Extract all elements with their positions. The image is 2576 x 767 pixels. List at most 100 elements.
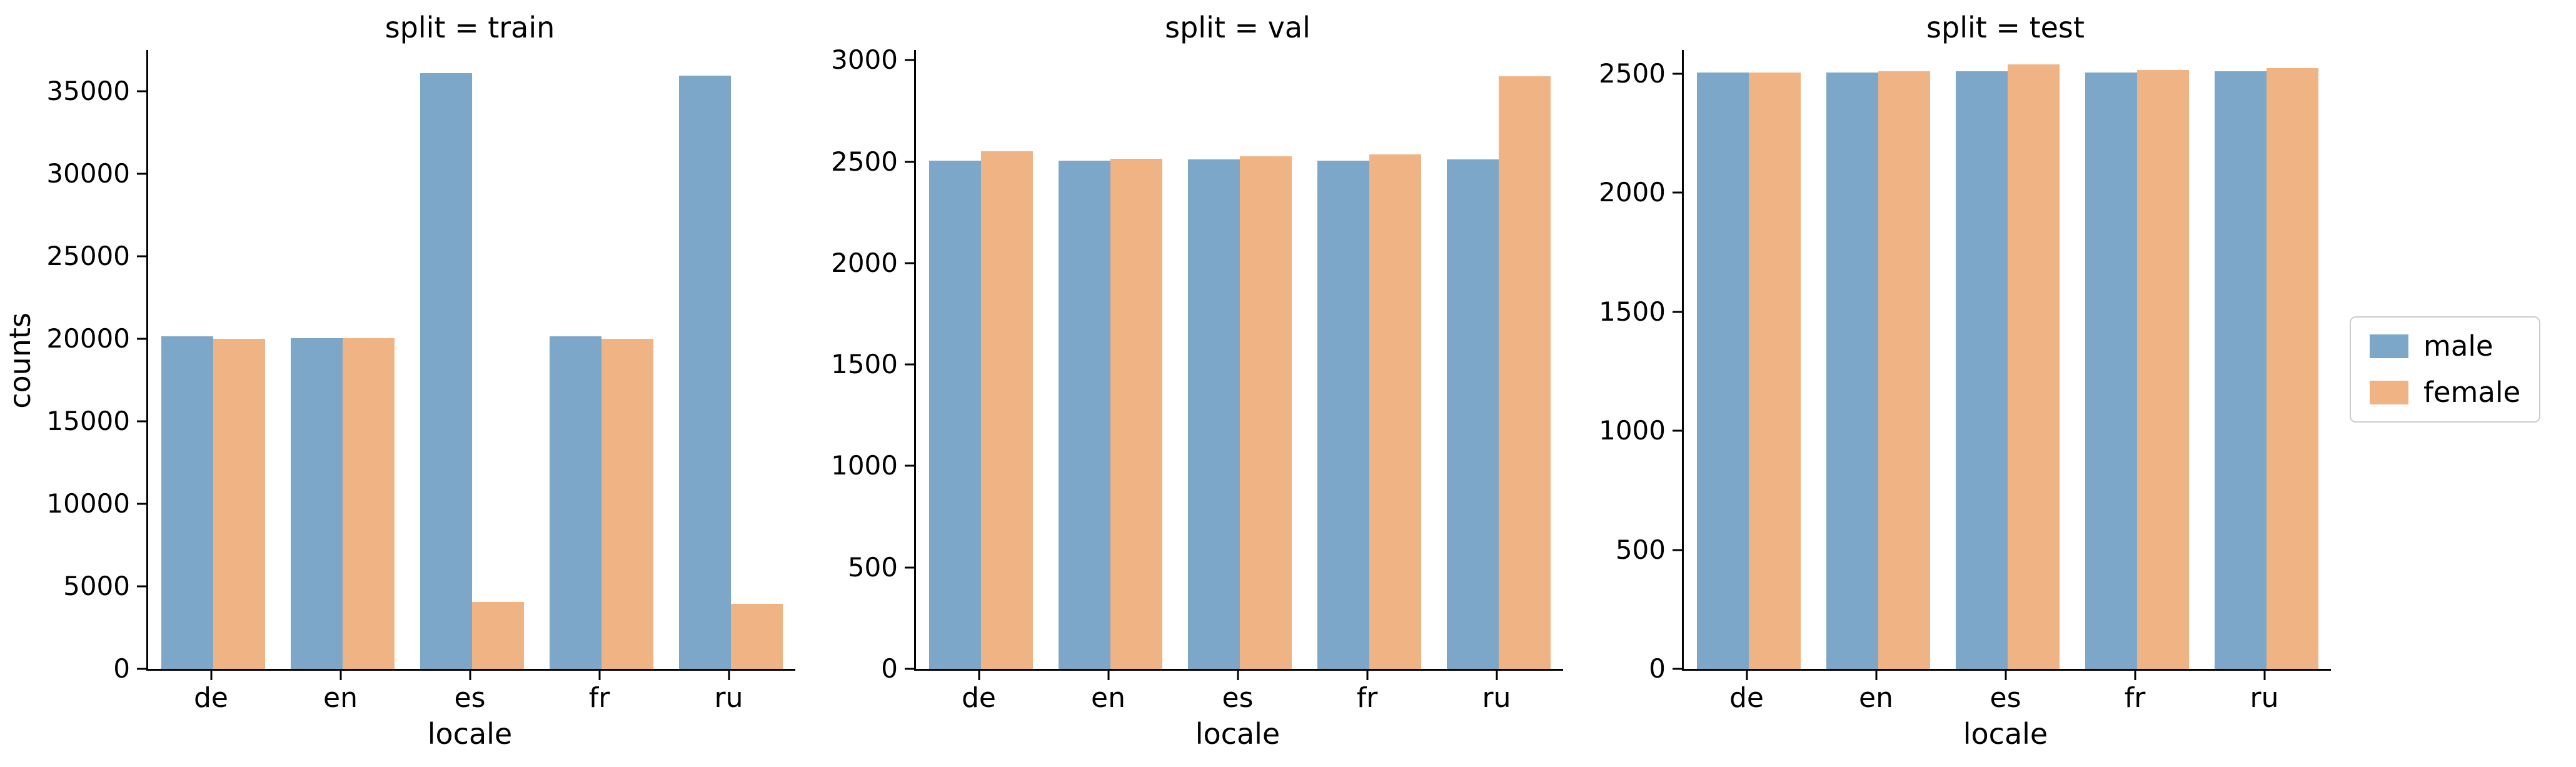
x-tick-label: de [194, 682, 228, 714]
plot-area-train [146, 50, 795, 671]
title-spacer [0, 9, 146, 50]
y-tick-mark [137, 338, 146, 340]
y-tick-label: 2000 [831, 247, 898, 278]
bar-group-ru [2201, 50, 2331, 669]
bar-male-fr [549, 336, 601, 669]
title-spacer [1576, 9, 1682, 50]
bar-male-ru [1446, 159, 1499, 669]
xlabel-spacer [0, 713, 146, 751]
x-tick-label: fr [2124, 682, 2146, 714]
x-tick-mark [728, 671, 730, 680]
bar-group-ru [1434, 50, 1563, 669]
legend-label-male: male [2423, 329, 2493, 363]
x-tick-es: es [405, 671, 535, 713]
x-tick-es: es [1173, 671, 1302, 713]
bar-group-fr [2072, 50, 2201, 669]
legend-swatch-male [2370, 334, 2408, 358]
bar-female-fr [1369, 154, 1421, 669]
x-tick-de: de [914, 671, 1044, 713]
bar-group-en [1045, 50, 1175, 669]
bar-group-en [1813, 50, 1943, 669]
y-tick-mark [905, 161, 914, 163]
x-tick-mark [1746, 671, 1748, 680]
x-tick-label: fr [1356, 682, 1378, 714]
y-tick-label: 3000 [831, 44, 898, 76]
bar-female-en [1878, 71, 1930, 669]
x-tick-mark [598, 671, 600, 680]
y-tick-label: 2500 [1599, 58, 1666, 89]
y-tick-label: 500 [1615, 534, 1666, 565]
bar-male-ru [2214, 71, 2267, 669]
legend-item-female: female [2370, 378, 2520, 408]
y-tick-label: 2500 [831, 146, 898, 177]
bar-male-de [1696, 73, 1749, 669]
bar-male-en [1826, 73, 1878, 669]
x-tick-label: en [1091, 682, 1125, 714]
y-tick-mark [905, 262, 914, 264]
panel-split-val: split = val 0 500 1000 1500 2000 2500 3000 de e… [808, 9, 1563, 751]
y-axis-train: 0 5000 10000 15000 20000 25000 30000 35000 [40, 50, 146, 682]
y-axis-val: 0 500 1000 1500 2000 2500 3000 [808, 44, 914, 682]
bar-female-fr [2136, 70, 2189, 669]
y-tick-mark [137, 420, 146, 423]
x-tick-ru: ru [1432, 671, 1561, 713]
x-ticks-train: de en es fr ru [146, 671, 793, 713]
x-tick-label: ru [1482, 682, 1511, 714]
y-tick-label: 0 [113, 653, 130, 684]
x-tick-mark [1107, 671, 1109, 680]
y-tick-mark [905, 566, 914, 569]
y-tick-mark [905, 59, 914, 61]
x-tick-fr: fr [535, 671, 664, 713]
bar-group-de [916, 50, 1045, 669]
bar-group-de [1684, 50, 1813, 669]
y-axis-label-column: counts [0, 50, 40, 671]
bar-male-es [420, 73, 472, 669]
bar-male-ru [678, 75, 731, 669]
x-tick-label: ru [714, 682, 743, 714]
bar-female-es [1239, 156, 1292, 669]
y-tick-mark [137, 503, 146, 505]
xticks-spacer [808, 671, 914, 713]
x-tick-mark [1366, 671, 1368, 680]
x-tick-mark [1875, 671, 1877, 680]
bar-group-de [148, 50, 278, 669]
y-tick-label: 35000 [46, 76, 130, 106]
bar-female-ru [2266, 68, 2318, 669]
x-tick-en: en [1811, 671, 1941, 713]
x-tick-ru: ru [664, 671, 793, 713]
x-tick-en: en [1044, 671, 1173, 713]
y-tick-label: 30000 [46, 158, 130, 189]
x-tick-label: ru [2250, 682, 2279, 714]
bar-male-de [928, 160, 981, 669]
x-tick-mark [2263, 671, 2265, 680]
y-tick-label: 0 [1649, 653, 1666, 684]
bar-female-es [471, 602, 524, 669]
panel-title-train: split = train [385, 11, 555, 44]
bar-male-en [1058, 160, 1110, 669]
panel-title-test: split = test [1926, 11, 2085, 44]
x-tick-label: en [1859, 682, 1893, 714]
x-axis-label-test: locale [1963, 717, 2048, 751]
xlabel-spacer [1576, 713, 1682, 751]
x-tick-label: es [1990, 682, 2021, 714]
x-ticks-test: de en es fr ru [1682, 671, 2329, 713]
bar-group-en [278, 50, 407, 669]
x-tick-mark [469, 671, 471, 680]
y-tick-mark [137, 585, 146, 588]
bar-female-ru [1498, 76, 1551, 669]
legend-label-female: female [2423, 376, 2521, 409]
y-tick-label: 1500 [831, 349, 898, 380]
bar-male-fr [2085, 73, 2137, 669]
bar-group-es [1943, 50, 2072, 669]
x-tick-de: de [1682, 671, 1811, 713]
y-tick-mark [137, 668, 146, 670]
y-tick-mark [137, 90, 146, 93]
panel-split-test: split = test 0 500 1000 1500 2000 2500 de en es… [1576, 9, 2331, 751]
bar-male-fr [1317, 160, 1369, 669]
x-tick-label: en [323, 682, 358, 714]
x-tick-en: en [276, 671, 405, 713]
bar-group-es [407, 50, 536, 669]
y-tick-label: 5000 [63, 571, 130, 601]
x-axis-label-train: locale [427, 717, 513, 751]
